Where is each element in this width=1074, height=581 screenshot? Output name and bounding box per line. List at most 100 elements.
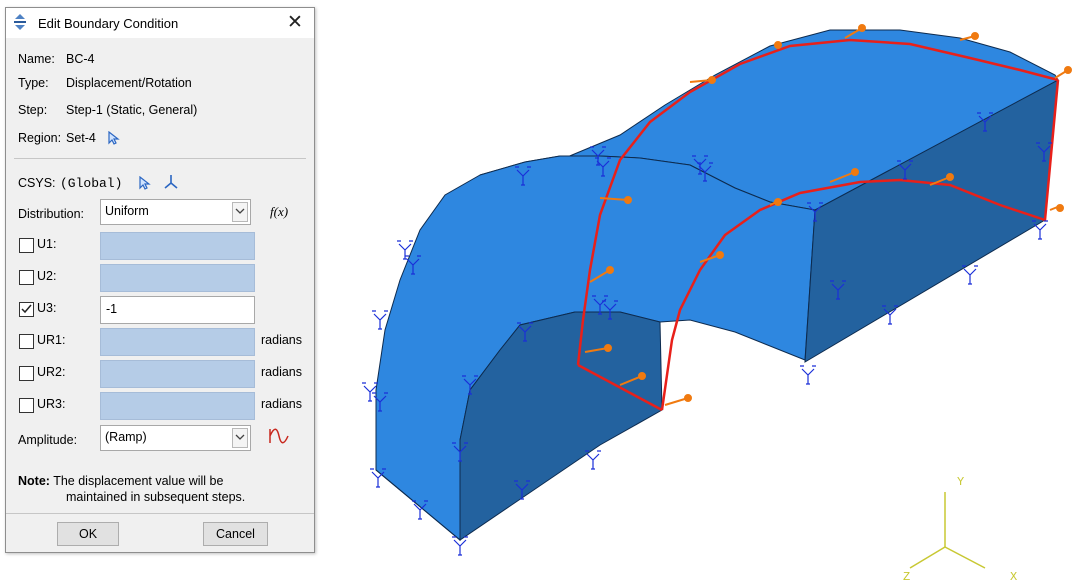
- bc-symbol: [897, 160, 913, 180]
- dof-value-field[interactable]: [100, 392, 255, 420]
- model-viewport[interactable]: Y Z X: [330, 0, 1074, 581]
- amplitude-value: (Ramp): [105, 430, 147, 444]
- dof-label: UR1:: [37, 333, 66, 347]
- dof-value-field[interactable]: [100, 232, 255, 260]
- dof-label: U1:: [37, 237, 57, 251]
- distribution-label-row: Distribution:: [18, 205, 84, 223]
- step-value: Step-1 (Static, General): [66, 103, 198, 117]
- bc-symbol: [405, 255, 421, 275]
- separator: [6, 513, 314, 514]
- name-row: Name: BC-4: [18, 50, 94, 68]
- dof-value-field[interactable]: -1: [100, 296, 255, 324]
- note-label: Note:: [18, 474, 50, 488]
- csys-value: (Global): [60, 176, 123, 191]
- bc-symbol: [1036, 142, 1052, 162]
- bc-symbols: [362, 112, 1052, 556]
- close-icon: ✕: [287, 12, 303, 33]
- note-line-2: maintained in subsequent steps.: [66, 490, 246, 504]
- bc-symbol: [517, 322, 533, 342]
- dof-label: U2:: [37, 269, 57, 283]
- select-cursor-icon[interactable]: [138, 175, 152, 190]
- note: Note: The displacement value will be mai…: [18, 473, 245, 505]
- step-row: Step: Step-1 (Static, General): [18, 101, 197, 119]
- bc-symbol: [514, 480, 530, 500]
- dof-checkbox[interactable]: [19, 270, 34, 285]
- distribution-select[interactable]: Uniform: [100, 199, 251, 225]
- bc-symbol: [462, 375, 478, 395]
- dialog-title: Edit Boundary Condition: [38, 16, 179, 31]
- dropdown-arrow-icon[interactable]: [232, 428, 248, 448]
- triad-y-label: Y: [957, 475, 964, 489]
- name-label: Name:: [18, 52, 55, 66]
- bc-symbol: [370, 468, 386, 488]
- dof-value-field[interactable]: [100, 264, 255, 292]
- dof-checkbox[interactable]: [19, 366, 34, 381]
- dof-unit: radians: [261, 365, 302, 379]
- triad-z-label: Z: [903, 570, 910, 581]
- type-value: Displacement/Rotation: [66, 76, 192, 90]
- bc-symbol: [585, 450, 601, 470]
- dof-unit: radians: [261, 333, 302, 347]
- bc-symbol: [1032, 220, 1048, 240]
- region-value: Set-4: [66, 131, 96, 145]
- distribution-value: Uniform: [105, 204, 149, 218]
- bc-symbol: [595, 157, 611, 177]
- dof-unit: radians: [261, 397, 302, 411]
- bc-symbol: [362, 382, 378, 402]
- amplitude-select[interactable]: (Ramp): [100, 425, 251, 451]
- triad-x-label: X: [1010, 570, 1017, 581]
- part-inner-wall: [459, 311, 663, 541]
- bc-symbol: [800, 365, 816, 385]
- dof-label: UR3:: [37, 397, 66, 411]
- bc-symbol: [592, 295, 608, 315]
- csys-row: CSYS: (Global): [18, 171, 178, 191]
- ok-button[interactable]: OK: [57, 522, 119, 546]
- dof-label: U3:: [37, 301, 57, 315]
- part-edge: [375, 469, 461, 541]
- distribution-label: Distribution:: [18, 207, 84, 221]
- bc-symbol: [602, 300, 618, 320]
- bc-symbol: [697, 162, 713, 182]
- coordinate-triad: [909, 492, 986, 569]
- edit-boundary-condition-dialog: Edit Boundary Condition ✕ Name: BC-4 Type…: [5, 7, 315, 553]
- dropdown-arrow-icon[interactable]: [232, 202, 248, 222]
- separator: [14, 158, 306, 159]
- csys-label: CSYS:: [18, 176, 56, 190]
- dof-checkbox[interactable]: [19, 238, 34, 253]
- dof-checkbox[interactable]: [19, 302, 34, 317]
- amplitude-label-row: Amplitude:: [18, 431, 77, 449]
- bc-symbol: [515, 166, 531, 186]
- load-arrows: [584, 24, 1072, 406]
- bc-symbol: [692, 155, 708, 175]
- dof-checkbox[interactable]: [19, 398, 34, 413]
- dialog-titlebar: Edit Boundary Condition ✕: [6, 8, 314, 38]
- bc-symbol: [372, 392, 388, 412]
- bc-symbol: [830, 280, 846, 300]
- bc-symbol: [397, 240, 413, 260]
- select-cursor-icon[interactable]: [107, 130, 121, 145]
- cancel-button[interactable]: Cancel: [203, 522, 268, 546]
- type-row: Type: Displacement/Rotation: [18, 74, 192, 92]
- note-line-1: The displacement value will be: [53, 474, 224, 488]
- amplitude-curve-icon[interactable]: [268, 427, 290, 445]
- dof-value-field[interactable]: [100, 328, 255, 356]
- type-label: Type:: [18, 76, 49, 90]
- app-icon: [14, 14, 26, 30]
- dof-checkbox[interactable]: [19, 334, 34, 349]
- amplitude-label: Amplitude:: [18, 433, 78, 447]
- region-label: Region:: [18, 131, 62, 145]
- bc-symbol: [807, 202, 823, 222]
- bc-symbol: [372, 310, 388, 330]
- region-row: Region: Set-4: [18, 128, 121, 146]
- name-value: BC-4: [66, 52, 95, 66]
- dof-label: UR2:: [37, 365, 66, 379]
- bc-symbol: [962, 265, 978, 285]
- bc-symbol: [977, 112, 993, 132]
- fx-label[interactable]: f(x): [270, 204, 289, 219]
- step-label: Step:: [18, 103, 48, 117]
- csys-axes-icon[interactable]: [163, 174, 179, 190]
- dof-value-field[interactable]: [100, 360, 255, 388]
- bc-symbol: [452, 442, 468, 462]
- close-button[interactable]: ✕: [280, 11, 310, 35]
- bc-symbol: [412, 500, 428, 520]
